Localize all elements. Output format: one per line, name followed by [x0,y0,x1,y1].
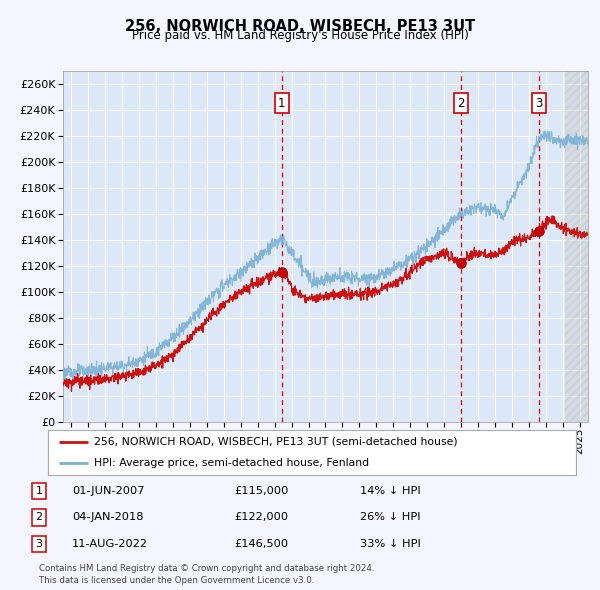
Text: 01-JUN-2007: 01-JUN-2007 [72,486,145,496]
Text: £122,000: £122,000 [234,513,288,522]
Text: 33% ↓ HPI: 33% ↓ HPI [360,539,421,549]
Text: 11-AUG-2022: 11-AUG-2022 [72,539,148,549]
Text: £115,000: £115,000 [234,486,289,496]
Text: 1: 1 [278,97,286,110]
Text: 2: 2 [35,513,43,522]
Text: 2: 2 [457,97,465,110]
Text: 256, NORWICH ROAD, WISBECH, PE13 3UT: 256, NORWICH ROAD, WISBECH, PE13 3UT [125,19,475,34]
Text: 14% ↓ HPI: 14% ↓ HPI [360,486,421,496]
Text: HPI: Average price, semi-detached house, Fenland: HPI: Average price, semi-detached house,… [94,458,370,468]
Text: 3: 3 [535,97,543,110]
Text: 256, NORWICH ROAD, WISBECH, PE13 3UT (semi-detached house): 256, NORWICH ROAD, WISBECH, PE13 3UT (se… [94,437,458,447]
Text: 3: 3 [35,539,43,549]
Bar [565,71,588,422]
Text: Contains HM Land Registry data © Crown copyright and database right 2024.
This d: Contains HM Land Registry data © Crown c… [39,565,374,585]
Text: 1: 1 [35,486,43,496]
Text: Price paid vs. HM Land Registry's House Price Index (HPI): Price paid vs. HM Land Registry's House … [131,30,469,42]
Text: 04-JAN-2018: 04-JAN-2018 [72,513,143,522]
Text: £146,500: £146,500 [234,539,288,549]
Text: 26% ↓ HPI: 26% ↓ HPI [360,513,421,522]
